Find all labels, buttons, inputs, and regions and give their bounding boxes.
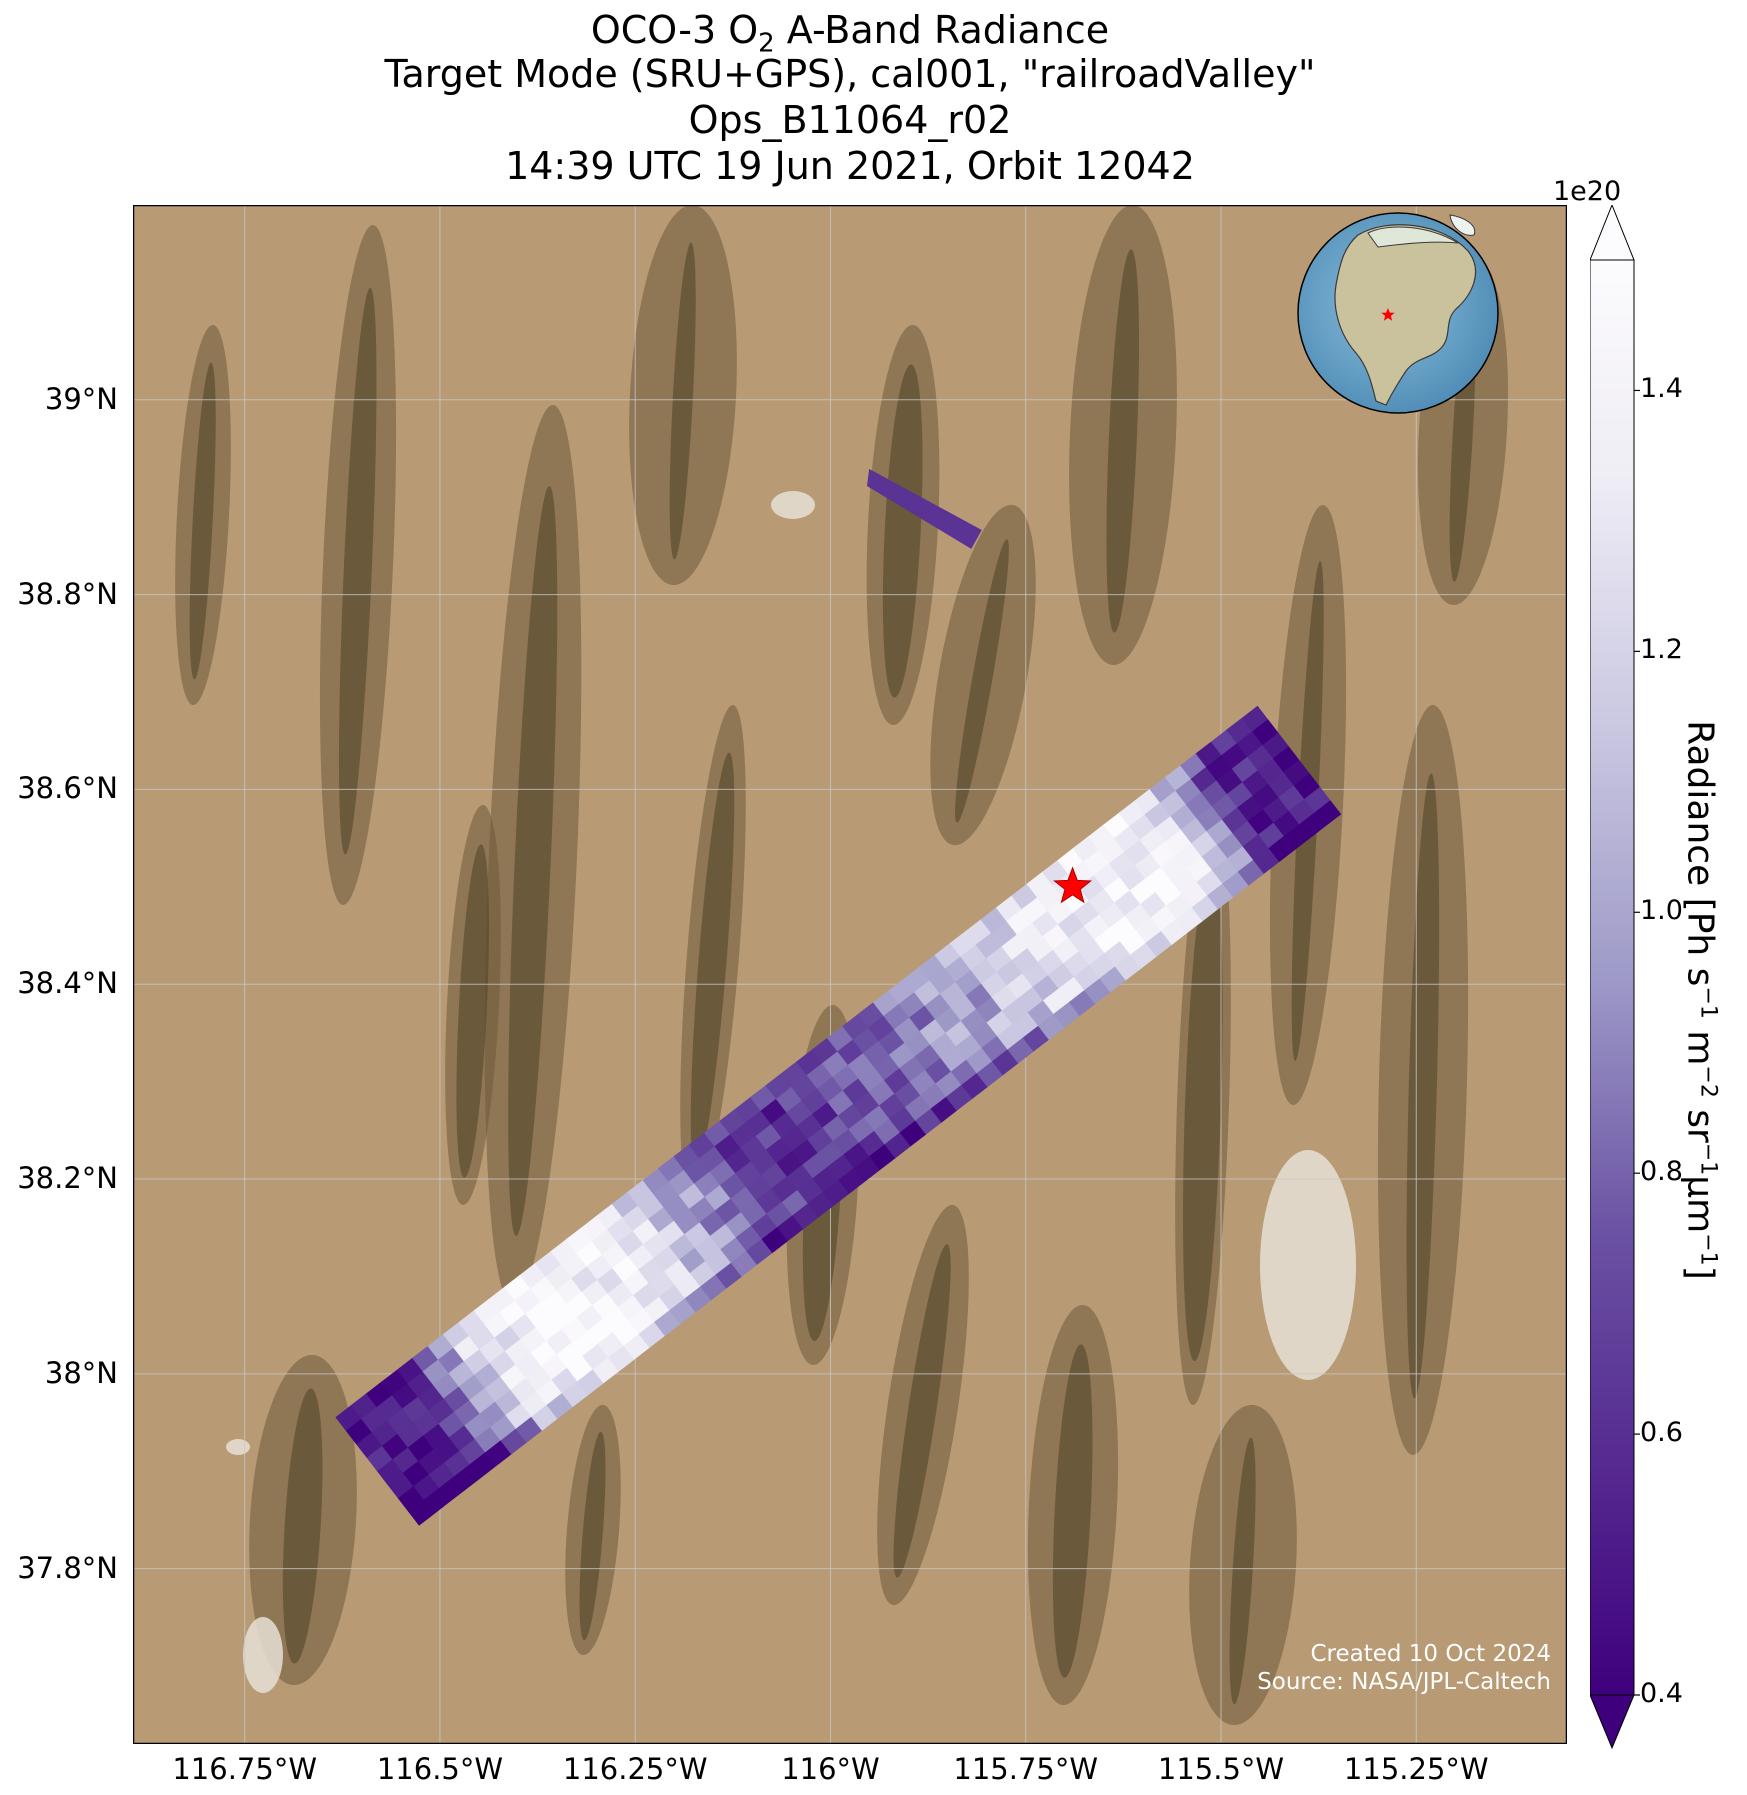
mountain-ridge-shadow — [1106, 249, 1140, 633]
source-credit: Source: NASA/JPL-Caltech — [1257, 1669, 1551, 1695]
graticule — [133, 205, 1567, 1744]
colorbar-label: Radiance [Ph s−1 m−2 sr−1μm−1] — [1679, 720, 1721, 1280]
colorbar-tick-label: 1.2 — [1640, 634, 1683, 666]
mountain-ridge-shadow — [690, 752, 735, 1170]
colorbar-extend-max — [1590, 205, 1635, 261]
colorbar-gradient — [1590, 259, 1635, 1696]
lon-tick-label: 116°W — [781, 1752, 880, 1786]
dry-lake-playa — [771, 491, 815, 519]
terrain-features — [175, 205, 1509, 1726]
lat-tick-label: 37.8°N — [17, 1550, 118, 1585]
credits: Created 10 Oct 2024 Source: NASA/JPL-Cal… — [1257, 1640, 1551, 1696]
colorbar-tick-label: 1.4 — [1640, 373, 1683, 405]
mountain-ridge-shadow — [338, 287, 377, 855]
colorbar-exponent: 1e20 — [1553, 176, 1622, 207]
lat-tick-label: 38°N — [44, 1355, 118, 1390]
globe-canada-north — [1367, 226, 1459, 248]
lat-tick-label: 38.4°N — [17, 966, 118, 1001]
dry-lake-playa — [1260, 1150, 1356, 1380]
mountain-ridge-shadow — [579, 1431, 606, 1641]
globe-star-icon — [1381, 308, 1395, 321]
lat-tick-label: 38.6°N — [17, 771, 118, 806]
map-panel — [133, 205, 1567, 1744]
mountain-ridge-shadow — [1182, 860, 1223, 1361]
map-border — [133, 205, 1567, 1744]
lon-tick-label: 115.25°W — [1343, 1752, 1489, 1786]
lon-tick-label: 115.75°W — [953, 1752, 1099, 1786]
swath-sounding — [1314, 800, 1342, 827]
mountain-ridge-shadow — [508, 485, 558, 1236]
colorbar — [1590, 205, 1640, 1750]
lon-tick-label: 116.25°W — [562, 1752, 708, 1786]
inset-globe — [1297, 212, 1499, 414]
lat-tick-label: 38.2°N — [17, 1161, 118, 1196]
mountain-ridge-shadow — [882, 364, 923, 698]
dry-lake-playa — [243, 1617, 283, 1693]
mountain-ridge-shadow — [189, 362, 216, 680]
globe-north-america — [1334, 224, 1477, 406]
mountain-ridge-shadow — [1229, 1437, 1256, 1705]
created-date: Created 10 Oct 2024 — [1310, 1641, 1551, 1667]
colorbar-tick-label: 0.6 — [1640, 1417, 1683, 1449]
globe-greenland — [1449, 214, 1476, 236]
colorbar-tick-label: 0.8 — [1640, 1156, 1683, 1188]
title-line-3: Ops_B11064_r02 — [688, 98, 1012, 142]
lon-tick-label: 116.75°W — [172, 1752, 318, 1786]
title-line-4: 14:39 UTC 19 Jun 2021, Orbit 12042 — [505, 144, 1195, 188]
lon-tick-label: 116.5°W — [376, 1752, 504, 1786]
radiance-swath — [335, 468, 1342, 1526]
title-line-2: Target Mode (SRU+GPS), cal001, "railroad… — [384, 52, 1316, 96]
small-swath — [866, 468, 982, 549]
mountain-ridge-shadow — [282, 1388, 323, 1664]
mountain-ridge-shadow — [456, 844, 489, 1178]
lat-tick-label: 39°N — [44, 381, 118, 416]
colorbar-extend-min — [1590, 1694, 1635, 1750]
colorbar-tick-label: 0.4 — [1640, 1678, 1683, 1709]
lon-tick-label: 115.5°W — [1157, 1752, 1285, 1786]
mountain-ridge-shadow — [669, 242, 696, 560]
lat-tick-label: 38.8°N — [17, 576, 118, 611]
mountain-ridge-shadow — [893, 1244, 951, 1578]
dry-lake-playa — [226, 1439, 250, 1455]
colorbar-ticks — [1634, 389, 1640, 1696]
mountain-ridge-shadow — [1406, 773, 1440, 1399]
target-star-icon — [1053, 866, 1093, 904]
mountain-ridge-shadow — [1052, 1344, 1093, 1678]
colorbar-tick-label: 1.0 — [1640, 895, 1683, 927]
mountain-ridge-shadow — [955, 539, 1009, 823]
title-line-1: OCO-3 O2 A-Band Radiance — [590, 8, 1110, 59]
